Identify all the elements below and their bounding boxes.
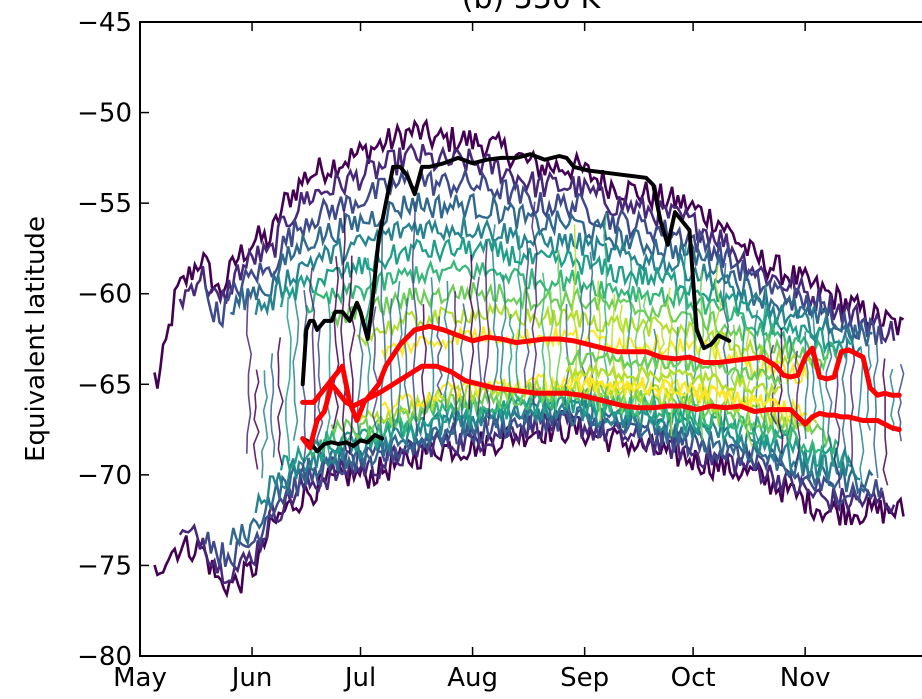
axes: −80 −75 −70 −65 −60 −55 −50 −45 May Jun Jul Aug Sep O…	[77, 8, 922, 693]
x-tick-label: Sep	[560, 663, 609, 693]
contour-streak	[777, 327, 784, 454]
contour-core	[565, 361, 781, 400]
contour-streak	[523, 241, 530, 389]
contour-streak	[540, 272, 547, 400]
contour-streak	[564, 303, 570, 406]
contour-line	[178, 142, 896, 344]
contour-streak	[421, 304, 427, 421]
contour-streak	[554, 249, 563, 411]
contour-streak	[443, 280, 451, 429]
x-tick-label: Jul	[343, 663, 376, 693]
contour-streak	[817, 363, 825, 480]
contour-streak	[308, 267, 316, 444]
contour-streak	[459, 303, 467, 426]
y-tick-label: −70	[77, 461, 132, 491]
contour-line	[153, 413, 905, 599]
contour-streak	[626, 253, 633, 406]
contour-streak	[714, 264, 722, 426]
contour-streak	[849, 345, 856, 468]
contour-streak	[588, 251, 594, 420]
y-tick-label: −60	[77, 280, 132, 310]
contour-streak	[602, 212, 609, 404]
contour-streak	[507, 313, 515, 400]
y-tick-label: −45	[77, 8, 132, 38]
x-tick-label: May	[113, 663, 167, 693]
contour-streak	[547, 291, 555, 403]
contour-streak	[531, 201, 538, 405]
contour-streak	[698, 270, 706, 441]
contour-streak	[371, 306, 379, 431]
contour-streak	[872, 344, 879, 479]
contour-streak	[403, 297, 411, 414]
contour-streak	[499, 274, 507, 392]
contour-streak	[483, 241, 491, 426]
contour-streak	[786, 335, 793, 452]
contour-streak	[762, 285, 768, 447]
contour-streak	[793, 350, 801, 468]
series-line-3	[300, 363, 902, 451]
contour-streak	[475, 276, 482, 416]
contour-streak	[515, 235, 522, 393]
contour-streak	[340, 208, 347, 451]
contour-streak	[451, 291, 458, 429]
contour-streak	[348, 255, 356, 455]
contour-streak	[571, 224, 578, 398]
contour-line	[305, 258, 840, 362]
x-tick-label: Oct	[671, 663, 716, 693]
contour-line	[305, 385, 840, 459]
contour-line	[229, 401, 874, 548]
chart-title: (b) 550 K	[462, 0, 602, 16]
contour-streak	[833, 370, 841, 489]
contour-streak	[332, 256, 340, 429]
series-line-0	[300, 152, 732, 387]
contour-streak	[666, 287, 674, 437]
series-lines	[300, 152, 902, 454]
contour-streak	[411, 201, 419, 437]
contour-streak	[722, 262, 730, 433]
contour-streak	[379, 208, 387, 455]
contour-streak	[324, 297, 332, 458]
y-tick-label: −55	[77, 189, 132, 219]
y-tick-label: −80	[77, 642, 132, 672]
contour-streak	[277, 337, 284, 466]
y-tick-label: −50	[77, 99, 132, 129]
contour-streak	[857, 346, 865, 486]
contour-streak	[285, 296, 292, 462]
contour-streak	[245, 294, 253, 454]
contour-streak	[252, 369, 260, 470]
series-line-1	[300, 433, 385, 454]
contour-line	[279, 389, 852, 472]
contour-core	[565, 348, 782, 388]
contour-line	[356, 302, 818, 370]
contour-line	[203, 166, 884, 345]
contour-core	[565, 374, 782, 409]
y-tick-label: −65	[77, 370, 132, 400]
x-tick-label: Jun	[230, 663, 273, 693]
contour-streak	[745, 329, 754, 447]
y-axis-title: Equivalent latitude	[21, 216, 51, 462]
contour-streak	[270, 353, 276, 458]
contour-field	[153, 117, 905, 599]
contour-streak	[292, 282, 300, 441]
contour-streak	[825, 326, 833, 449]
contour-streak	[634, 292, 642, 423]
contour-streak	[674, 326, 681, 414]
contour-streak	[811, 307, 817, 421]
x-tick-label: Aug	[447, 663, 498, 693]
x-tick-label: Nov	[780, 663, 831, 693]
contour-streak	[729, 324, 737, 410]
contour-streak	[651, 328, 658, 428]
contour-streak	[491, 224, 499, 392]
plot-frame	[139, 21, 922, 657]
contour-line	[254, 216, 862, 355]
contour-streak	[260, 370, 269, 479]
series-line-2	[300, 323, 902, 423]
contour-streak	[428, 277, 435, 408]
y-tick-label: −75	[77, 551, 132, 581]
contour-streak	[389, 298, 396, 432]
contour-streak	[889, 368, 895, 432]
